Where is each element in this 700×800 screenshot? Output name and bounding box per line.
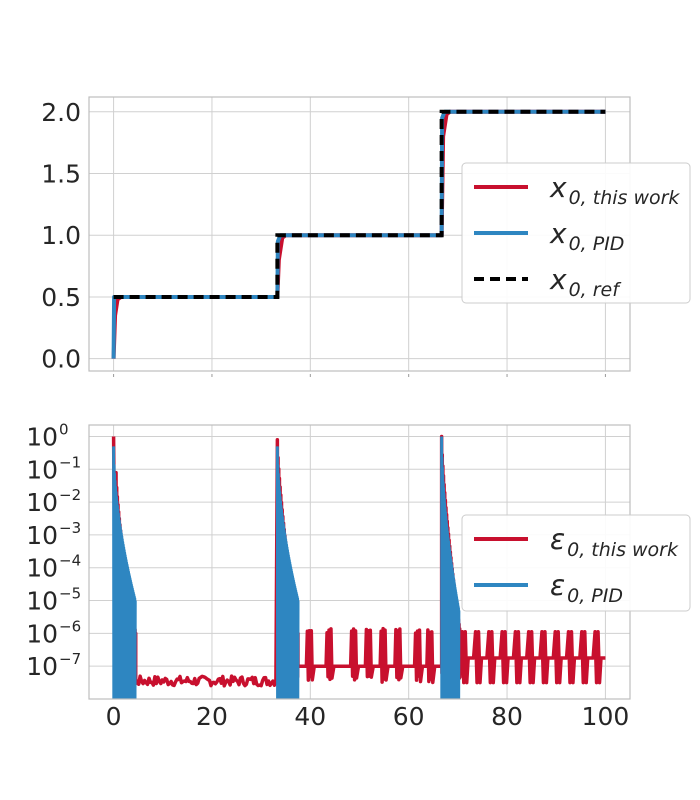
bottom-ytick-label: 10: [26, 455, 58, 484]
bottom-ytick-exponent: −3: [59, 519, 81, 537]
bottom-xtick-label: 60: [393, 702, 425, 731]
top-ytick-label: 0.5: [41, 283, 81, 312]
bottom-xtick-label: 40: [294, 702, 326, 731]
legend-label: ε 0, this work: [550, 523, 679, 561]
series-x0-this-work: [111, 109, 606, 359]
legend-label: x 0, this work: [549, 171, 680, 209]
bottom-xtick-label: 80: [491, 702, 523, 731]
bottom-xtick-label: 100: [582, 702, 630, 731]
bottom-ytick-label: 10: [26, 554, 58, 583]
legend-label: x 0, ref: [549, 263, 622, 301]
top-ytick-label: 1.5: [41, 160, 81, 189]
bottom-ytick-label: 10: [26, 619, 58, 648]
bottom-ytick-exponent: −7: [59, 650, 81, 668]
bottom-legend: ε 0, this work ε 0, PID: [461, 514, 691, 612]
bottom-ytick-label: 10: [26, 521, 58, 550]
bottom-ytick-exponent: −2: [59, 486, 81, 504]
top-tick-labels: 0.0 0.5 1.0 1.5 2.0: [41, 98, 606, 377]
top-lines: [111, 109, 606, 359]
top-ytick-label: 1.0: [41, 221, 81, 250]
legend-box: [461, 162, 691, 304]
bottom-ytick-exponent: −1: [59, 453, 81, 471]
bottom-lines: [111, 434, 606, 699]
top-ytick-label: 2.0: [41, 98, 81, 127]
bottom-ytick-label: 10: [26, 652, 58, 681]
bottom-xtick-label: 0: [106, 702, 122, 731]
legend-label: x 0, PID: [549, 217, 624, 255]
bottom-ytick-label: 10: [26, 587, 58, 616]
bottom-ytick-exponent: −6: [59, 617, 81, 635]
bottom-ytick-exponent: −4: [59, 552, 81, 570]
series-x0-ref: [113, 109, 606, 299]
legend-label: ε 0, PID: [550, 569, 623, 607]
bottom-ytick-label: 10: [26, 422, 58, 451]
bottom-ytick-exponent: −5: [59, 585, 81, 603]
top-legend: x 0, this work x 0, PID x 0, ref: [461, 162, 691, 304]
bottom-xtick-label: 20: [196, 702, 228, 731]
top-ytick-label: 0.0: [41, 345, 81, 374]
bottom-ytick-label: 10: [26, 488, 58, 517]
bottom-ytick-exponent: 0: [59, 420, 69, 438]
